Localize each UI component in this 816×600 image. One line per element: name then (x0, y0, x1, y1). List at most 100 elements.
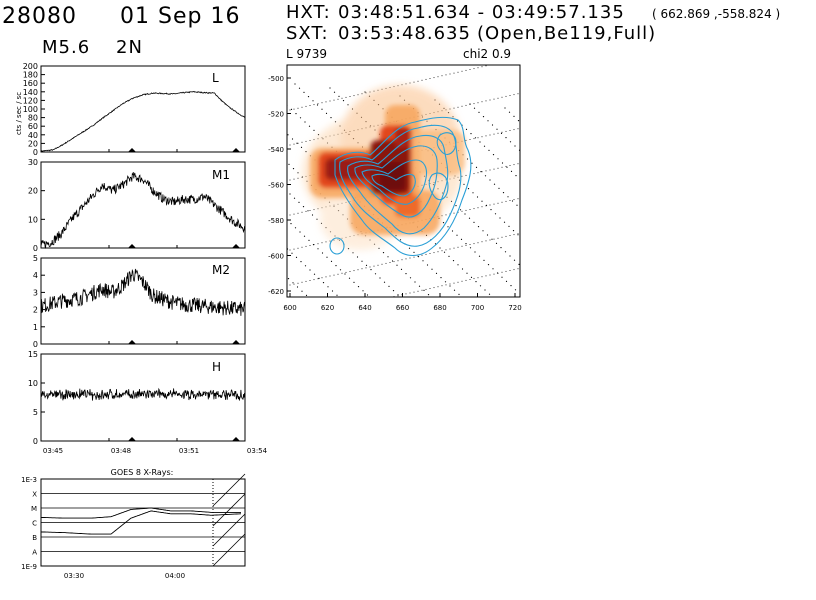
image-ytick--540: -540 (268, 146, 284, 154)
grid-dot (505, 137, 507, 139)
image-xtick-700: 700 (471, 304, 484, 312)
grid-dot (465, 243, 467, 245)
hxt-contours (329, 116, 472, 257)
image-channel-label: L 9739 (286, 47, 328, 61)
grid-dot (503, 221, 506, 223)
grid-dot (426, 264, 429, 266)
grid-dot (305, 294, 308, 296)
grid-dot (449, 285, 451, 287)
grid-dot (517, 163, 519, 165)
grid-dot (287, 248, 289, 250)
grid-dot (493, 238, 495, 240)
grid-dot (445, 214, 447, 216)
hxt-contour-level-3 (347, 134, 449, 235)
grid-dot (478, 255, 481, 257)
grid-dot (302, 206, 305, 208)
grid-dot (308, 239, 310, 241)
grid-dot (493, 168, 495, 170)
grid-dot (287, 134, 289, 136)
grid-dot (325, 101, 327, 103)
grid-dot (469, 104, 471, 105)
lightcurve-M1 (40, 172, 245, 250)
grid-dot (489, 134, 491, 136)
grid-dot (409, 257, 411, 259)
grid-dot (491, 238, 493, 240)
goes-diagonal-marker (212, 533, 246, 567)
grid-dot (317, 103, 319, 105)
grid-dot (481, 136, 483, 138)
panel-L-ytick-80: 80 (28, 114, 38, 123)
grid-dot (289, 179, 291, 181)
grid-dot (487, 120, 489, 122)
grid-dot (481, 171, 483, 173)
grid-dot (387, 256, 389, 258)
grid-dot (493, 98, 495, 100)
grid-dot (417, 255, 419, 257)
panel-H-frame (40, 353, 246, 442)
grid-dot (472, 192, 474, 194)
grid-dot (475, 281, 477, 283)
grid-dot (445, 284, 447, 286)
grid-dot (481, 241, 483, 243)
goes-ylabel-X: X (32, 491, 37, 499)
grid-dot (495, 242, 498, 244)
grid-dot (298, 87, 301, 89)
grid-dot (464, 213, 466, 215)
grid-dot (441, 75, 443, 77)
grid-dot (513, 129, 515, 131)
grid-dot (469, 209, 471, 210)
grid-dot (493, 273, 495, 275)
event-date: 01 Sep 16 (120, 4, 241, 29)
image-ytick--620: -620 (268, 288, 284, 296)
grid-dot (465, 104, 467, 106)
grid-dot (502, 192, 505, 194)
grid-dot (327, 286, 329, 288)
grid-dot (366, 294, 369, 296)
grid-dot (304, 265, 307, 267)
grid-dot (497, 97, 499, 99)
panel-L-ytick-140: 140 (23, 88, 38, 97)
grid-dot (437, 251, 439, 253)
grid-dot (435, 272, 438, 274)
grid-dot (451, 230, 454, 232)
grid-dot (510, 285, 512, 287)
goes-ylabel-M: M (31, 505, 37, 513)
grid-dot (357, 94, 359, 96)
hxt-contour-level-4 (354, 145, 438, 218)
panel-M1-interval-marker (128, 244, 136, 248)
grid-dot (353, 281, 355, 283)
grid-dot (385, 262, 387, 264)
grid-dot (466, 158, 469, 160)
grid-dot (309, 140, 311, 141)
grid-dot (290, 108, 293, 110)
grid-dot (465, 279, 467, 281)
grid-dot (489, 274, 491, 276)
grid-dot (341, 272, 343, 274)
grid-dot (445, 249, 447, 251)
grid-dot (330, 117, 332, 119)
grid-dot (413, 291, 415, 293)
grid-dot (309, 245, 311, 246)
grid-dot (427, 294, 430, 296)
grid-dot (483, 259, 485, 261)
grid-dot (338, 95, 340, 97)
flare-location: 2N (116, 37, 143, 58)
grid-dot (459, 209, 462, 211)
grid-dot (482, 230, 484, 232)
grid-dot (485, 100, 487, 102)
grid-dot (317, 243, 319, 245)
grid-dot (481, 101, 483, 103)
h-xtick-03:54: 03:54 (247, 447, 268, 455)
grid-dot (513, 164, 515, 166)
grid-dot (429, 78, 431, 79)
grid-dot (361, 260, 363, 262)
grid-dot (453, 107, 455, 109)
grid-dot (485, 205, 487, 207)
grid-dot (489, 169, 491, 171)
grid-dot (405, 273, 407, 275)
panel-L-interval-marker (232, 148, 240, 152)
grid-dot (468, 217, 471, 219)
grid-dot (485, 135, 487, 137)
panel-L-interval-marker (128, 148, 136, 152)
grid-dot (361, 268, 363, 270)
